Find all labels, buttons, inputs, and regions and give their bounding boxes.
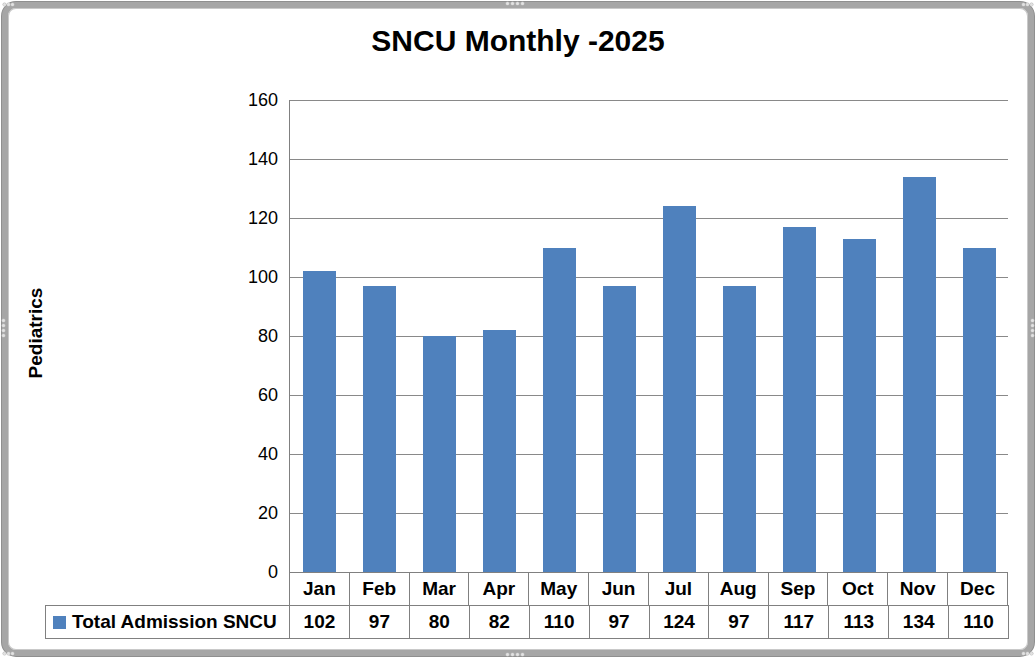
month-header-Oct: Oct (828, 573, 888, 605)
gridline-160 (290, 100, 1008, 101)
bar-Jan[interactable] (303, 271, 336, 572)
grip-handle-right[interactable] (1031, 319, 1034, 337)
y-tick-label-0: 0 (208, 562, 278, 583)
month-header-Aug: Aug (709, 573, 769, 605)
chart-title[interactable]: SNCU Monthly -2025 (0, 24, 1036, 58)
bar-Mar[interactable] (423, 336, 456, 572)
gridline-20 (290, 513, 1008, 514)
month-header-Sep: Sep (769, 573, 829, 605)
grip-handle-top-left[interactable] (3, 3, 14, 6)
y-tick-label-20: 20 (208, 503, 278, 524)
x-axis-category-row: JanFebMarAprMayJunJulAugSepOctNovDec (289, 572, 1008, 605)
month-header-Jan: Jan (290, 573, 350, 605)
bar-Aug[interactable] (723, 286, 756, 572)
gridline-140 (290, 159, 1008, 160)
value-cell-Mar: 80 (410, 606, 470, 638)
grip-handle-bottom[interactable] (506, 653, 524, 656)
month-header-Mar: Mar (410, 573, 470, 605)
y-axis-title: Pediatrics (25, 288, 47, 379)
bar-Oct[interactable] (843, 239, 876, 572)
legend-cell[interactable]: Total Admission SNCU (46, 606, 290, 638)
bar-Jul[interactable] (663, 206, 696, 572)
month-header-May: May (529, 573, 589, 605)
gridline-120 (290, 218, 1008, 219)
gridline-40 (290, 454, 1008, 455)
value-cell-Jan: 102 (290, 606, 350, 638)
legend-series-name: Total Admission SNCU (72, 611, 277, 633)
bar-May[interactable] (543, 248, 576, 573)
gridline-100 (290, 277, 1008, 278)
grip-handle-top[interactable] (506, 2, 524, 5)
bar-Apr[interactable] (483, 330, 516, 572)
bar-Jun[interactable] (603, 286, 636, 572)
grip-handle-bottom-right[interactable] (1022, 652, 1033, 655)
month-header-Feb: Feb (350, 573, 410, 605)
y-tick-label-80: 80 (208, 326, 278, 347)
value-cell-Dec: 110 (949, 606, 1009, 638)
value-cell-Sep: 117 (769, 606, 829, 638)
month-header-Nov: Nov (888, 573, 948, 605)
grip-handle-bottom-left[interactable] (3, 652, 14, 655)
bar-Dec[interactable] (963, 248, 996, 573)
month-header-Jun: Jun (589, 573, 649, 605)
data-table-values-row: Total Admission SNCU 1029780821109712497… (45, 605, 1009, 639)
grip-handle-left[interactable] (2, 319, 5, 337)
month-header-Apr: Apr (469, 573, 529, 605)
legend-key-swatch (53, 616, 66, 629)
plot-area (289, 100, 1008, 572)
y-tick-label-60: 60 (208, 385, 278, 406)
bar-Feb[interactable] (363, 286, 396, 572)
value-cell-Aug: 97 (709, 606, 769, 638)
value-cell-Jun: 97 (590, 606, 650, 638)
value-cell-Apr: 82 (470, 606, 530, 638)
y-tick-label-40: 40 (208, 444, 278, 465)
value-cell-Nov: 134 (889, 606, 949, 638)
value-cell-Jul: 124 (650, 606, 710, 638)
grip-handle-top-right[interactable] (1022, 3, 1033, 6)
y-tick-label-140: 140 (208, 149, 278, 170)
y-tick-label-120: 120 (208, 208, 278, 229)
month-header-Dec: Dec (948, 573, 1008, 605)
gridline-80 (290, 336, 1008, 337)
month-header-Jul: Jul (649, 573, 709, 605)
y-tick-label-100: 100 (208, 267, 278, 288)
bar-Nov[interactable] (903, 177, 936, 572)
value-cells: 1029780821109712497117113134110 (290, 606, 1009, 638)
value-cell-Feb: 97 (350, 606, 410, 638)
y-tick-label-160: 160 (208, 90, 278, 111)
bar-Sep[interactable] (783, 227, 816, 572)
value-cell-Oct: 113 (829, 606, 889, 638)
value-cell-May: 110 (530, 606, 590, 638)
gridline-60 (290, 395, 1008, 396)
